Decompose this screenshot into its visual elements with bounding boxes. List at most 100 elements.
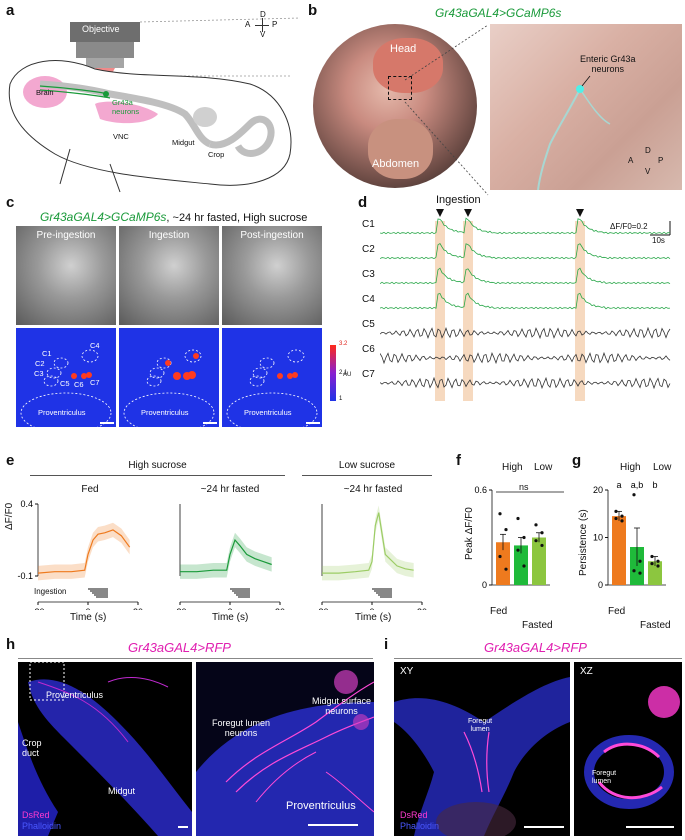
roi-c4: C4 xyxy=(90,341,100,350)
label-midgut: Midgut xyxy=(172,138,195,147)
panel-label-i: i xyxy=(384,636,389,653)
ingestion-arrow xyxy=(464,209,472,217)
h-label-crop-duct: Crop duct xyxy=(22,738,42,758)
h-label-midgut-surface-neurons: Midgut surface neurons xyxy=(312,696,372,716)
fly-diagram xyxy=(8,17,300,193)
panel-f-bars: 0.60 xyxy=(474,485,564,590)
ingestion-band xyxy=(435,221,445,401)
colorbar-mid: 2.1 xyxy=(339,370,348,376)
bar-ytick-label: 0 xyxy=(598,580,603,590)
data-point xyxy=(498,554,502,559)
panel-g-bars: 20 10 0 a a,b b xyxy=(593,480,666,590)
h-label-foregut-lumen-neurons: Foregut lumen neurons xyxy=(212,718,271,738)
ingestion-band xyxy=(575,221,585,401)
panel-label-f: f xyxy=(456,452,461,469)
i-foregut-lumen-2: Foregut lumen xyxy=(592,770,617,785)
h-label-proventriculus-2: Proventriculus xyxy=(286,800,356,812)
f-fasted: Fasted xyxy=(522,620,553,631)
data-point xyxy=(638,571,642,575)
e-xlabel-1: Time (s) xyxy=(70,612,107,623)
e-ingestion-bar xyxy=(96,596,108,598)
data-point xyxy=(632,493,636,497)
e-xtick-label: -30 xyxy=(31,607,44,610)
trace-label-c6: C6 xyxy=(362,344,375,355)
e-ingestion-bar xyxy=(236,594,250,596)
g-high: High xyxy=(620,462,641,473)
panel-b-title: Gr43aGAL4>GCaMP6s xyxy=(435,6,562,20)
e-ingestion-bar xyxy=(238,596,250,598)
f-ns: ns xyxy=(519,482,529,492)
trace-c2 xyxy=(380,243,671,260)
scale-x-label: 10s xyxy=(652,236,665,245)
i-label-dsred: DsRed xyxy=(400,810,428,820)
data-point xyxy=(638,559,642,563)
h-label-phalloidin: Phalloidin xyxy=(22,821,62,831)
e-ingestion-bar xyxy=(376,592,392,594)
f-fed: Fed xyxy=(490,606,508,617)
roi-c7: C7 xyxy=(90,378,100,387)
colorbar-max: 3.2 xyxy=(339,341,348,347)
bar-3 xyxy=(532,537,546,585)
frame-label-pre: Pre-ingestion xyxy=(36,230,96,241)
e-sem-band xyxy=(322,505,414,581)
h-label-proventriculus: Proventriculus xyxy=(46,690,104,700)
roi-c5: C5 xyxy=(60,379,70,388)
h-label-dsred: DsRed xyxy=(22,810,50,820)
trace-label-c3: C3 xyxy=(362,269,375,280)
label-objective: Objective xyxy=(82,24,120,34)
panel-label-h: h xyxy=(6,636,16,653)
panel-i-title: Gr43aGAL4>RFP xyxy=(484,640,587,655)
data-point xyxy=(620,519,624,523)
label-brain: Brain xyxy=(36,88,54,97)
e-sem-band xyxy=(38,522,130,581)
e-ingestion-bar xyxy=(90,590,108,592)
e-ytick-label: -0.1 xyxy=(17,571,33,581)
bar-ytick-label: 10 xyxy=(593,533,603,543)
data-point xyxy=(620,514,624,518)
e-ingestion-bar xyxy=(234,592,250,594)
subplot-title-3: ~24 hr fasted xyxy=(343,484,403,495)
traces-plot xyxy=(380,209,671,401)
data-point xyxy=(516,548,520,552)
trace-label-c1: C1 xyxy=(362,219,375,230)
label-vnc: VNC xyxy=(113,132,129,141)
significance-letter: a xyxy=(616,480,621,490)
label-abdomen: Abdomen xyxy=(372,158,420,170)
trace-label-c4: C4 xyxy=(362,294,375,305)
data-point xyxy=(540,543,544,548)
proventriculus-2: Proventriculus xyxy=(141,408,189,417)
e-xtick-label: -30 xyxy=(173,607,186,610)
trace-c3 xyxy=(380,267,671,285)
h-label-midgut: Midgut xyxy=(108,786,136,796)
e-trace-1 xyxy=(37,529,131,574)
trace-c6 xyxy=(380,351,671,365)
trace-label-c7: C7 xyxy=(362,369,375,380)
ingestion-arrow xyxy=(576,209,584,217)
data-point xyxy=(522,535,526,540)
roi-c3: C3 xyxy=(34,369,44,378)
e-xtick-label: -30 xyxy=(315,607,328,610)
i-xz-label: XZ xyxy=(580,666,593,677)
data-point xyxy=(650,562,654,566)
bar-1 xyxy=(496,542,510,585)
frame-ing xyxy=(119,226,219,325)
colorbar-unit: AU xyxy=(343,372,352,378)
group-low: Low sucrose xyxy=(338,460,396,471)
data-point xyxy=(534,539,538,543)
scale-y-label: ΔF/F0=0.2 xyxy=(610,222,648,231)
e-ytick-label: 0.4 xyxy=(20,499,33,509)
g-ylabel: Persistence (s) xyxy=(578,509,589,576)
trace-c4 xyxy=(380,292,671,310)
e-ingestion-bar xyxy=(92,592,108,594)
panel-h-title: Gr43aGAL4>RFP xyxy=(128,640,231,655)
data-point xyxy=(504,567,508,571)
g-low: Low xyxy=(653,462,672,473)
panel-label-c: c xyxy=(6,194,15,211)
i-label-phalloidin: Phalloidin xyxy=(400,821,440,831)
heatmap-row xyxy=(16,328,322,427)
e-ylabel: ΔF/F0 xyxy=(4,502,15,530)
f-ylabel: Peak ΔF/F0 xyxy=(464,507,475,560)
frame-label-post: Post-ingestion xyxy=(240,230,304,241)
e-ingestion-bar xyxy=(230,588,250,590)
label-gr43a-neurons: Gr43a neurons xyxy=(112,98,140,116)
